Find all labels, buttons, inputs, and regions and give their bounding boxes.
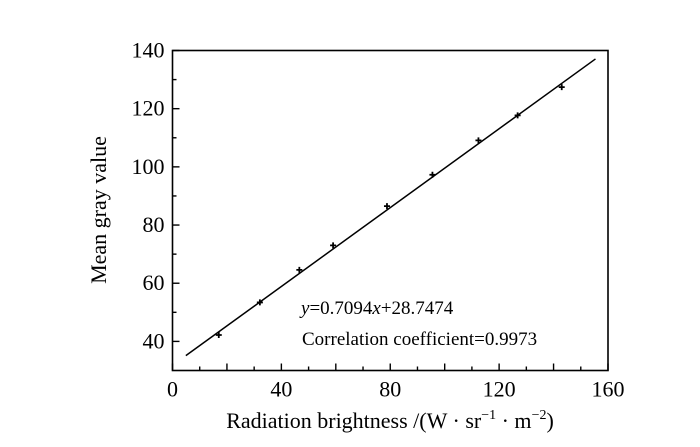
x-tick-label: 0 <box>167 377 178 402</box>
data-marks <box>185 58 596 357</box>
y-tick-label: 120 <box>132 96 165 121</box>
data-point <box>296 266 303 273</box>
y-axis-label: Mean gray value <box>86 136 111 284</box>
x-axis-label: Radiation brightness /(W · sr−1 · m−2) <box>226 408 554 433</box>
data-point <box>215 332 222 339</box>
x-tick-label: 40 <box>270 377 292 402</box>
x-axis-label-sup1: −1 <box>481 408 496 423</box>
x-axis-label-end: ) <box>546 408 553 433</box>
x-tick-label: 80 <box>379 377 401 402</box>
data-point <box>558 84 565 91</box>
data-point <box>383 203 390 210</box>
fit-line <box>185 58 596 357</box>
y-tick-label: 40 <box>143 328 165 353</box>
data-point <box>256 299 263 306</box>
x-tick-label: 160 <box>592 377 625 402</box>
plot-frame <box>171 49 609 372</box>
y-tick-label: 100 <box>132 154 165 179</box>
x-axis-label-mid: · m <box>496 408 531 433</box>
correlation-annotation: Correlation coefficient=0.9973 <box>302 329 537 350</box>
y-tick-label: 80 <box>143 212 165 237</box>
y-tick-label: 140 <box>132 38 165 63</box>
data-point <box>429 171 436 178</box>
x-tick-label: 120 <box>483 377 516 402</box>
data-point <box>330 242 337 249</box>
equation-annotation: y=0.7094x+28.7474 <box>299 298 454 319</box>
data-point <box>475 137 482 144</box>
x-axis-label-sup2: −2 <box>532 408 547 423</box>
x-axis-label-main: Radiation brightness /(W · sr <box>226 408 482 433</box>
y-tick-label: 60 <box>143 270 165 295</box>
data-point <box>514 112 521 119</box>
